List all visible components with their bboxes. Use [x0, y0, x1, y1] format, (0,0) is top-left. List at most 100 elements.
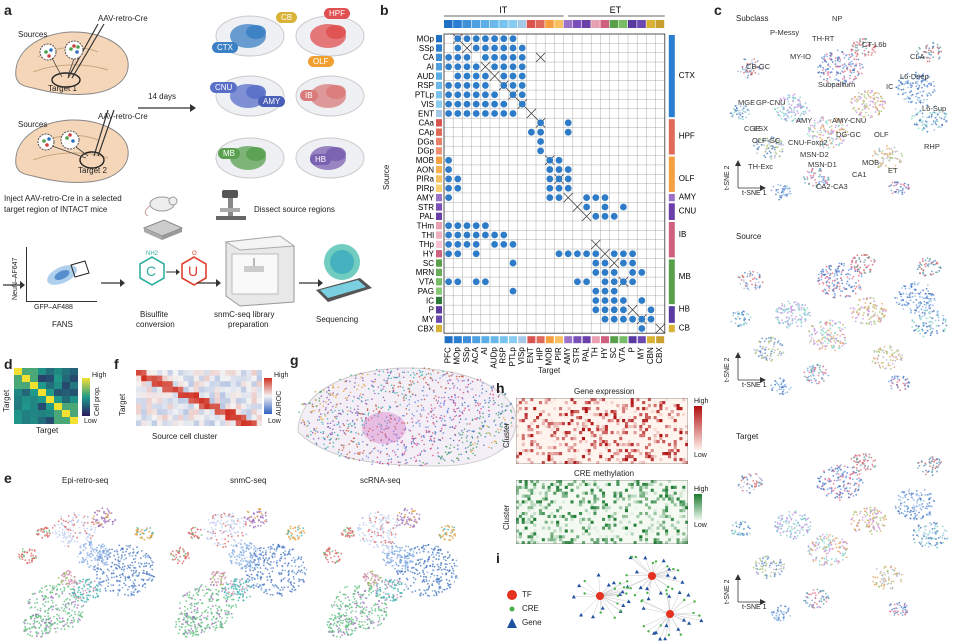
heatmap-cell [193, 403, 200, 410]
tsne-cluster [850, 506, 887, 535]
heatmap-cell [553, 514, 557, 519]
heatmap-cell [653, 500, 657, 504]
tsne-cluster [806, 116, 849, 149]
heatmap-cell [573, 449, 577, 453]
heatmap-cell [172, 370, 179, 376]
projection-dot [472, 240, 480, 248]
heatmap-d-legend-low: Low [84, 418, 97, 425]
heatmap-cell [665, 506, 669, 510]
projection-dot [564, 175, 572, 183]
source-group-bar [668, 306, 675, 323]
heatmap-cell [30, 368, 39, 376]
projection-dot [555, 184, 563, 192]
heatmap-cell [214, 420, 221, 426]
heatmap-cell [518, 503, 522, 507]
heatmap-cell [220, 403, 226, 410]
heatmap-cell [662, 488, 666, 492]
heatmap-cell [518, 407, 522, 411]
heatmap-cell [570, 413, 574, 417]
heatmap-cell [162, 403, 168, 410]
region-brain-3 [295, 75, 365, 117]
days-label: 14 days [148, 92, 177, 101]
heatmap-cell [256, 398, 262, 404]
source-color [436, 250, 442, 258]
source-color [436, 240, 442, 249]
inject-text-line-2: target region of INTACT mice [4, 205, 108, 214]
projection-dot [629, 269, 636, 276]
heatmap-cell [636, 407, 640, 411]
umap-cluster [356, 511, 400, 549]
heatmap-cell [251, 414, 258, 421]
heatmap-cell [518, 452, 522, 456]
heatmap-cell [622, 428, 626, 432]
heatmap-cell [157, 414, 163, 421]
projection-dot [601, 259, 609, 267]
umap-cluster [71, 578, 102, 603]
heatmap-cell [230, 370, 237, 376]
heatmap-cell [593, 440, 597, 444]
heatmap-cell [653, 401, 657, 405]
diagonal-cross [600, 248, 610, 259]
heatmap-cell [22, 368, 31, 376]
projection-dot [638, 297, 646, 304]
projection-dot [647, 315, 655, 323]
heatmap-cell [162, 398, 168, 404]
panel-letter-g: g [290, 352, 299, 368]
heatmap-cell [596, 529, 600, 533]
heatmap-cell [220, 414, 226, 421]
heatmap-cell [553, 529, 557, 533]
heatmap-cell [225, 386, 231, 393]
heatmap-cell [622, 526, 626, 530]
diagonal-cross [526, 108, 537, 119]
heatmap-cell [141, 370, 147, 376]
source-label: IC [426, 296, 434, 305]
heatmap-cell [518, 514, 522, 519]
heatmap-cell [541, 461, 545, 464]
target-color-bar [453, 20, 462, 28]
heatmap-cell [559, 538, 563, 542]
heatmap-cell [544, 491, 548, 495]
panel-letter-b: b [380, 2, 389, 18]
heatmap-cell [616, 497, 620, 501]
heatmap-cell [214, 403, 221, 410]
heatmap-cell [225, 420, 231, 426]
heatmap-cell [199, 414, 205, 421]
heatmap-cell [553, 538, 557, 542]
heatmap-cell [559, 491, 563, 495]
tsne-cluster [737, 270, 764, 291]
projection-dot [638, 269, 646, 276]
heatmap-cell [670, 523, 674, 527]
projection-dot [445, 194, 452, 202]
heatmap-cell [518, 480, 522, 484]
source-label: PAL [419, 212, 434, 221]
heatmap-cell [624, 422, 628, 426]
heatmap-cell [647, 482, 651, 487]
heatmap-cell [593, 401, 597, 405]
heatmap-cell [146, 409, 153, 416]
heatmap-cell [561, 500, 565, 504]
projection-dot [546, 194, 554, 202]
heatmap-cell [682, 413, 686, 417]
heatmap-cell [627, 482, 631, 487]
heatmap-cell [256, 370, 262, 376]
it-label: IT [499, 6, 508, 15]
heatmap-cell [616, 452, 620, 456]
source-color [436, 100, 442, 108]
heatmap-cell [516, 485, 520, 489]
heatmap-cell [650, 517, 654, 521]
heatmap-cell [54, 410, 63, 418]
heatmap-cell [246, 375, 252, 382]
heatmap-cell [599, 440, 603, 444]
heatmap-cell [599, 437, 603, 441]
target-label: SC [609, 347, 618, 358]
heatmap-cell [524, 494, 528, 498]
heatmap-cell [633, 506, 637, 510]
heatmap-cell [204, 414, 210, 421]
projection-dot [445, 63, 452, 71]
heatmap-f-colorbar [264, 378, 272, 414]
heatmap-cell [141, 386, 147, 393]
projection-dot [463, 240, 471, 248]
heatmap-cell [564, 517, 568, 521]
heatmap-cell [622, 517, 626, 521]
projection-dot [601, 203, 609, 211]
